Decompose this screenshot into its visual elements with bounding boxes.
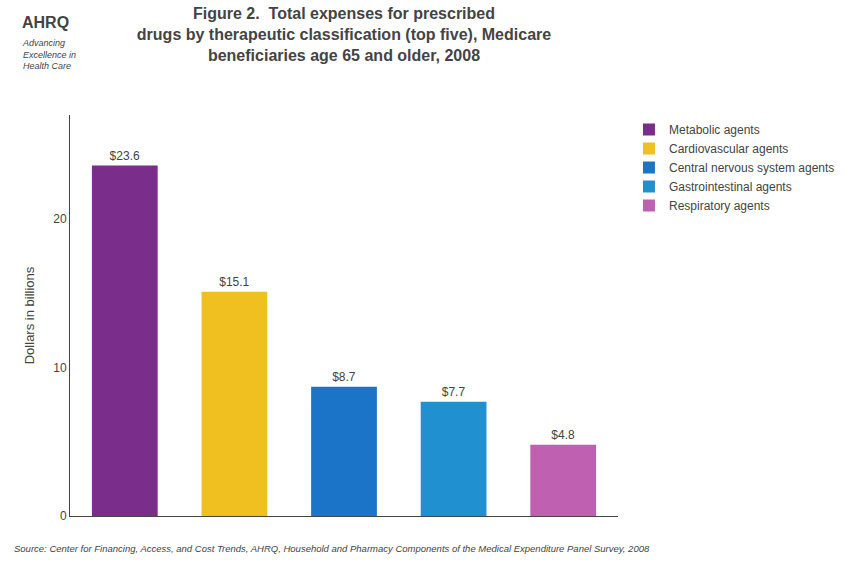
svg-text:20: 20 — [53, 212, 67, 226]
svg-text:$7.7: $7.7 — [442, 385, 466, 399]
svg-text:Gastrointestinal agents: Gastrointestinal agents — [669, 180, 792, 194]
svg-text:10: 10 — [53, 361, 67, 375]
svg-text:$23.6: $23.6 — [110, 149, 140, 163]
svg-text:$4.8: $4.8 — [551, 428, 575, 442]
svg-text:Respiratory agents: Respiratory agents — [669, 199, 770, 213]
svg-text:$15.1: $15.1 — [219, 275, 249, 289]
svg-text:0: 0 — [60, 509, 67, 523]
svg-text:Source: Center for Financing,: Source: Center for Financing, Access, an… — [14, 543, 650, 554]
svg-text:Cardiovascular agents: Cardiovascular agents — [669, 142, 788, 156]
svg-text:Dollars in billions: Dollars in billions — [22, 266, 37, 364]
svg-text:$8.7: $8.7 — [332, 370, 356, 384]
svg-text:Metabolic agents: Metabolic agents — [669, 123, 760, 137]
svg-text:AdvancingExcellence inHealth C: AdvancingExcellence inHealth Care — [22, 38, 76, 71]
svg-text:Figure 2. Total expenses for: Figure 2. Total expenses for prescribedd… — [137, 5, 551, 64]
svg-text:AHRQ: AHRQ — [22, 14, 69, 31]
svg-text:Central nervous system agents: Central nervous system agents — [669, 161, 834, 175]
